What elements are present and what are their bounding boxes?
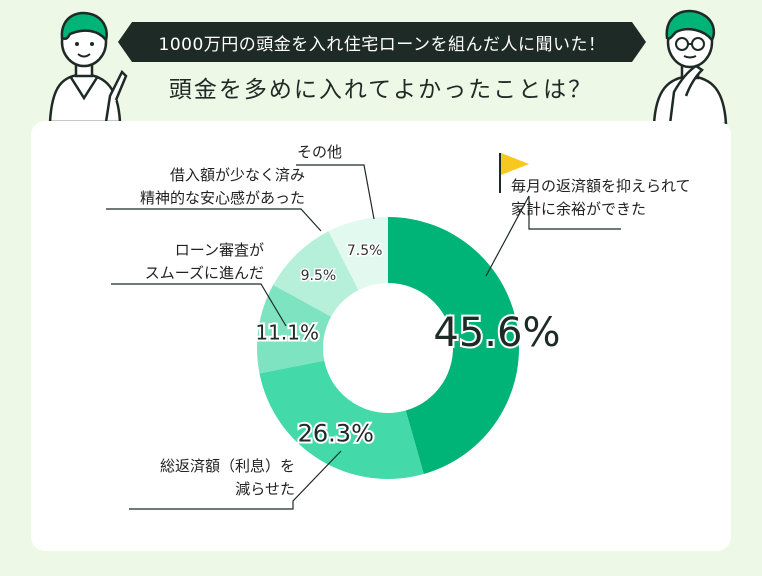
donut-slice-4 <box>273 231 359 317</box>
donut-slices <box>257 217 520 479</box>
category-label-5: その他 <box>297 141 342 164</box>
slice-value-label-5: 7.5% <box>347 243 383 259</box>
leader-line-3 <box>111 283 287 327</box>
category-label-line: 精神的な安心感があった <box>139 189 305 207</box>
donut-slice-2 <box>259 360 424 479</box>
category-label-2: 総返済額（利息）を減らせた <box>127 455 295 501</box>
donut-chart: 45.6% 26.3% 11.1% 9.5% 7.5% <box>106 153 621 510</box>
category-label-4: 借入額が少なく済み精神的な安心感があった <box>101 164 305 210</box>
page-title: 頭金を多めに入れてよかったことは？ <box>168 77 594 103</box>
donut-slice-1 <box>388 217 520 475</box>
thinking-person-icon <box>652 9 728 124</box>
category-label-3: ローン審査がスムーズに進んだ <box>109 239 264 285</box>
leader-line-5 <box>296 164 375 220</box>
slice-value-label-4: 9.5% <box>301 268 337 284</box>
category-label-line: 借入額が少なく済み <box>169 166 305 184</box>
slice-value-label-1: 45.6% <box>433 310 560 356</box>
percentage-labels: 45.6% 26.3% 11.1% 9.5% 7.5% <box>253 241 562 449</box>
category-label-line: 家計に余裕ができた <box>511 200 647 218</box>
category-label-1: 毎月の返済額を抑えられて 家計に余裕ができた <box>511 175 691 221</box>
leader-line-1 <box>485 195 621 277</box>
slice-value-label-2: 26.3% <box>298 419 374 447</box>
slice-value-label-3: 11.1% <box>255 321 319 345</box>
category-label-line: スムーズに進んだ <box>144 264 264 282</box>
survey-banner: 1000万円の頭金を入れ住宅ローンを組んだ人に聞いた！ <box>118 22 646 62</box>
leader-lines <box>106 164 621 510</box>
pointing-person-icon <box>48 11 128 122</box>
leader-line-2 <box>129 450 342 510</box>
flag-icon <box>499 153 529 193</box>
category-label-line: 総返済額（利息）を <box>159 457 295 475</box>
category-label-line: 減らせた <box>235 480 295 498</box>
category-label-line: 毎月の返済額を抑えられて <box>511 177 691 195</box>
category-label-line: その他 <box>297 143 343 161</box>
chart-card: 45.6% 26.3% 11.1% 9.5% 7.5% 毎月の返済額を抑えられて 家計に余… <box>31 121 731 551</box>
banner-text: 1000万円の頭金を入れ住宅ローンを組んだ人に聞いた！ <box>158 34 606 55</box>
leader-line-4 <box>106 208 322 232</box>
donut-slice-3 <box>257 284 332 374</box>
donut-slice-5 <box>328 217 388 291</box>
category-label-line: ローン審査が <box>174 241 264 259</box>
